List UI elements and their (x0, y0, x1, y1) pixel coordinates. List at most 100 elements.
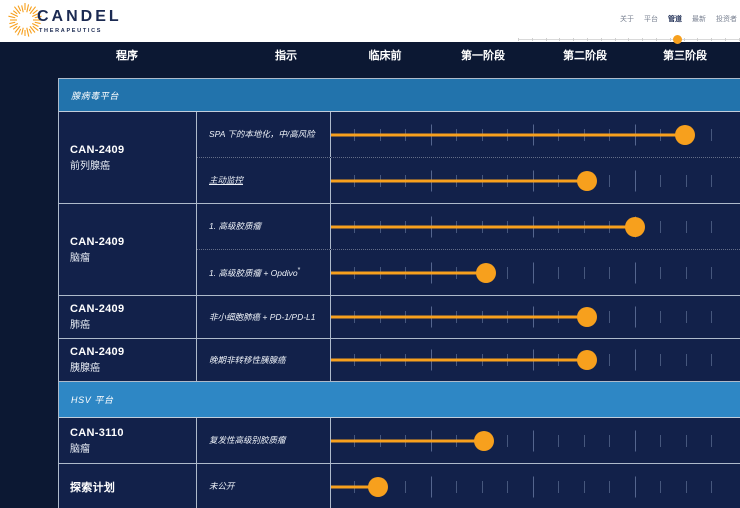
nav-item-关于[interactable]: 关于 (620, 16, 634, 23)
program-name: CAN-3110 (70, 426, 124, 439)
indication-cell: 1. 高级胶质瘤 + Opdivo* (197, 250, 331, 295)
scrubber-tick (683, 38, 685, 41)
grid-tick (711, 354, 712, 366)
scrubber-handle[interactable] (673, 35, 682, 44)
brand-name: CANDEL (37, 8, 122, 25)
scrubber-tick (656, 38, 657, 41)
grid-tick (609, 434, 610, 447)
indication-cell: 未公开 (197, 464, 331, 508)
phase-boundary-tick (634, 306, 636, 328)
indication-label: 晚期非转移性胰腺癌 (209, 354, 286, 365)
scrubber-tick (545, 38, 547, 41)
scrubber-tick (738, 38, 740, 41)
grid-tick (685, 266, 687, 279)
grid-tick (481, 480, 483, 493)
column-header-1: 程序 (116, 50, 138, 62)
pipeline-row: CAN-2409 前列腺癌 SPA 下的本地化，中/高风险 主动监控 (59, 112, 740, 204)
grid-tick (583, 434, 585, 447)
progress-endpoint (577, 170, 598, 191)
grid-tick (685, 220, 687, 233)
progress-bar (331, 358, 587, 362)
logo[interactable]: CANDEL THERAPEUTICS (6, 1, 136, 41)
phase-boundary-tick (532, 262, 534, 283)
indication-rows: 晚期非转移性胰腺癌 (197, 339, 740, 381)
progress-bar (331, 485, 379, 488)
indication-row: 1. 高级胶质瘤 (197, 204, 740, 249)
program-cell: CAN-2409 前列腺癌 (59, 112, 197, 203)
indication-row: 复发性高级别胶质瘤 (197, 418, 740, 463)
program-name: CAN-2409 (70, 235, 125, 248)
indication-cell: 非小细胞肺癌 + PD-1/PD-L1 (197, 296, 331, 338)
grid-tick (711, 480, 712, 493)
indication-rows: 非小细胞肺癌 + PD-1/PD-L1 (197, 296, 740, 338)
grid-tick (558, 434, 559, 447)
scrubber-tick (587, 38, 588, 41)
grid-tick (583, 480, 585, 493)
grid-tick (685, 311, 687, 323)
grid-tick (685, 434, 687, 447)
grid-tick (507, 266, 508, 279)
grid-tick (711, 311, 712, 323)
indication-row: SPA 下的本地化，中/高风险 (197, 112, 740, 157)
program-disease: 肺癌 (70, 320, 90, 331)
phase-boundary-tick (634, 262, 636, 283)
pipeline-row: CAN-2409 脑瘤 1. 高级胶质瘤 1. 高级胶质瘤 + Opdivo* (59, 204, 740, 296)
grid-tick (583, 266, 585, 279)
indication-label: SPA 下的本地化，中/高风险 (209, 129, 315, 140)
phase-boundary-tick (634, 430, 636, 451)
nav-item-最新[interactable]: 最新 (692, 16, 706, 23)
nav-item-管道[interactable]: 管道 (668, 16, 682, 23)
pipeline-row: CAN-2409 胰腺癌 晚期非转移性胰腺癌 (59, 339, 740, 382)
indication-label: 1. 高级胶质瘤 (209, 221, 261, 232)
grid-tick (685, 174, 687, 187)
progress-endpoint (368, 476, 389, 497)
progress-bar (331, 271, 487, 274)
program-cell: 探索计划 (59, 464, 197, 508)
grid-tick (507, 434, 508, 447)
pipeline-row: 探索计划 未公开 (59, 464, 740, 508)
phase-boundary-tick (532, 476, 534, 497)
program-disease: 前列腺癌 (70, 160, 110, 172)
grid-tick (456, 480, 457, 493)
grid-tick (660, 434, 661, 447)
indication-label: 1. 高级胶质瘤 + Opdivo* (209, 266, 301, 278)
pipeline-table: 腺病毒平台 CAN-2409 前列腺癌 SPA 下的本地化，中/高风险 主动监控 CAN-… (58, 78, 740, 508)
progress-endpoint (576, 350, 597, 370)
phase-boundary-tick (634, 476, 636, 497)
grid-tick (558, 480, 559, 493)
indication-label[interactable]: 主动监控 (209, 175, 244, 186)
program-name: CAN-2409 (70, 143, 125, 156)
program-disease: 脑瘤 (70, 443, 90, 455)
scrubber-tick (518, 38, 519, 41)
sunburst-icon (8, 3, 42, 37)
grid-tick (660, 480, 661, 493)
grid-tick (609, 266, 610, 279)
grid-tick (507, 480, 508, 493)
grid-tick (660, 354, 661, 366)
column-header-5: 第二阶段 (563, 50, 607, 62)
grid-tick (685, 354, 687, 366)
program-cell: CAN-2409 脑瘤 (59, 204, 197, 295)
phase-progress-cell (331, 158, 740, 203)
indication-row: 未公开 (197, 464, 740, 508)
indication-cell: 主动监控 (197, 158, 331, 203)
indication-cell: 1. 高级胶质瘤 (197, 204, 331, 249)
program-cell: CAN-2409 胰腺癌 (59, 339, 197, 381)
pipeline-row: CAN-3110 脑瘤 复发性高级别胶质瘤 (59, 418, 740, 464)
top-header-bar: CANDEL THERAPEUTICS 关于 平台 管道 最新 投资者 (0, 0, 740, 44)
pipeline-scrubber[interactable] (518, 35, 740, 44)
phase-progress-cell (331, 112, 740, 157)
program-disease: 胰腺癌 (70, 363, 100, 374)
grid-tick (685, 480, 687, 493)
pipeline-row: CAN-2409 肺癌 非小细胞肺癌 + PD-1/PD-L1 (59, 296, 740, 339)
indication-row: 非小细胞肺癌 + PD-1/PD-L1 (197, 296, 740, 338)
nav-item-投资者[interactable]: 投资者 (716, 16, 737, 23)
grid-tick (609, 311, 610, 323)
program-cell: CAN-2409 肺癌 (59, 296, 197, 338)
grid-tick (405, 480, 406, 493)
grid-tick (558, 266, 559, 279)
scrubber-tick (531, 38, 533, 41)
nav-item-平台[interactable]: 平台 (644, 16, 658, 23)
grid-tick (660, 174, 661, 187)
program-disease: 脑瘤 (70, 252, 90, 264)
